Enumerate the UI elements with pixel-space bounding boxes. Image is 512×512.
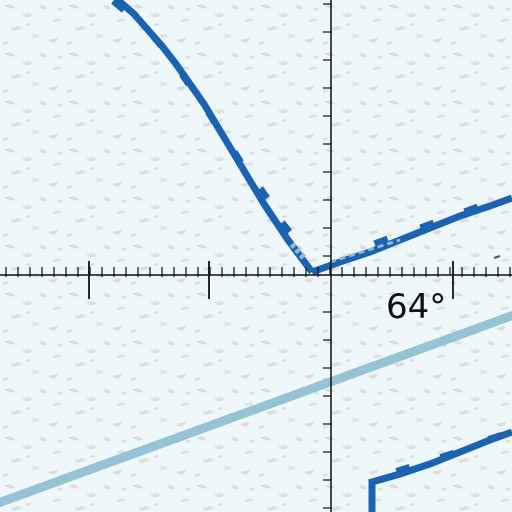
coastline-right-teeth bbox=[373, 203, 479, 248]
degree-label: 64° bbox=[386, 287, 446, 327]
coastline-right bbox=[310, 194, 512, 276]
coast-mark bbox=[493, 255, 501, 259]
coastline-right-dashed bbox=[329, 238, 401, 264]
coastline-bottom-teeth bbox=[395, 431, 503, 475]
contour-line bbox=[0, 310, 512, 508]
horizontal-axis-ticks bbox=[5, 261, 511, 299]
coastline-left-teeth bbox=[111, 0, 293, 235]
vertical-axis-ticks bbox=[323, 3, 331, 509]
coastline-left-dashed bbox=[289, 242, 307, 260]
